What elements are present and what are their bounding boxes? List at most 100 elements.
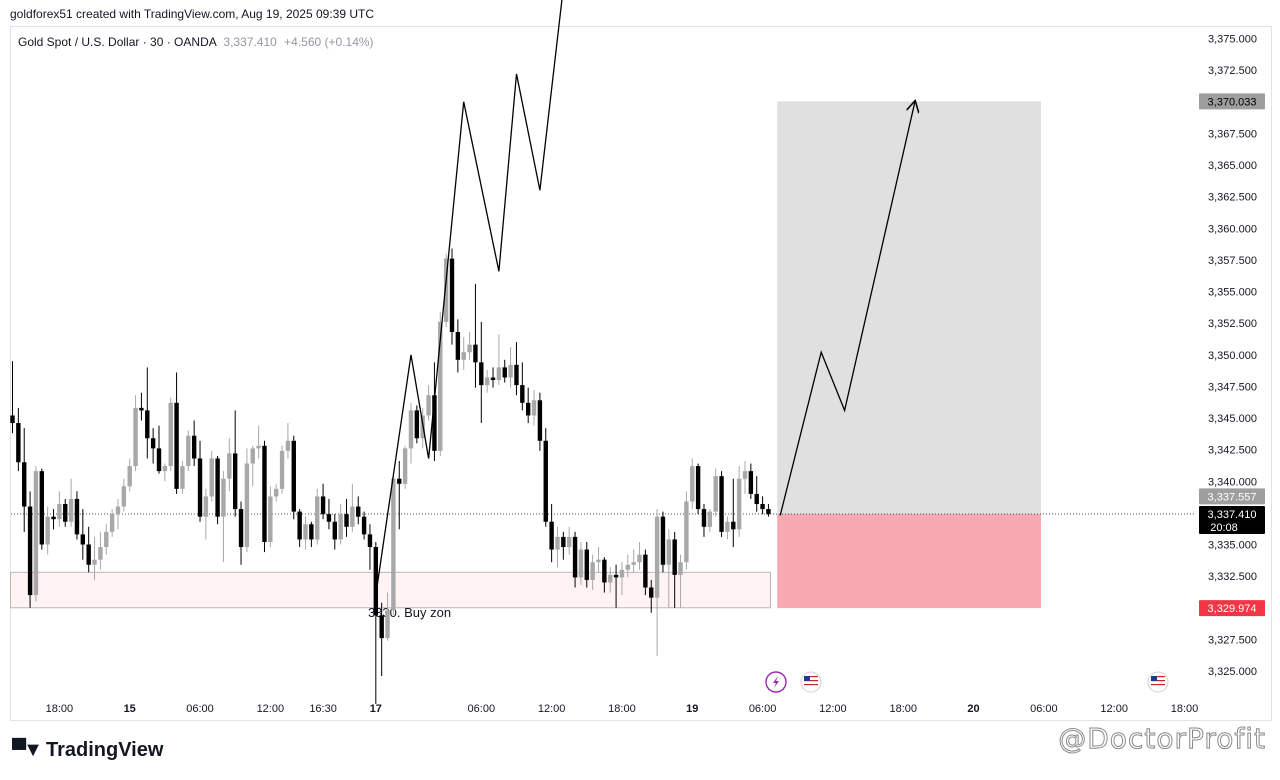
candle[interactable] (274, 483, 279, 502)
candle[interactable] (531, 390, 537, 426)
candle[interactable] (285, 423, 291, 459)
candle[interactable] (197, 440, 203, 522)
candle[interactable] (613, 564, 619, 608)
candle[interactable] (10, 361, 15, 434)
candle[interactable] (637, 541, 642, 570)
candle[interactable] (309, 521, 314, 548)
candle[interactable] (649, 579, 654, 613)
candle[interactable] (45, 506, 50, 555)
candle[interactable] (356, 496, 361, 525)
candle[interactable] (707, 509, 713, 532)
candle[interactable] (414, 405, 420, 444)
candle[interactable] (514, 342, 519, 396)
candle[interactable] (174, 372, 179, 494)
candle[interactable] (736, 466, 742, 537)
candle[interactable] (373, 541, 379, 704)
candle[interactable] (145, 367, 150, 459)
candle[interactable] (643, 549, 648, 596)
candle[interactable] (455, 319, 461, 373)
candle[interactable] (666, 529, 672, 608)
candle[interactable] (584, 541, 589, 588)
candle[interactable] (80, 509, 86, 560)
candle[interactable] (22, 428, 27, 532)
candle[interactable] (133, 395, 138, 472)
candle[interactable] (104, 524, 109, 555)
candle[interactable] (391, 473, 396, 616)
candle[interactable] (209, 450, 214, 502)
candle[interactable] (619, 562, 625, 596)
candle[interactable] (150, 428, 156, 464)
candle[interactable] (701, 504, 707, 537)
candle[interactable] (232, 410, 238, 517)
candle[interactable] (39, 468, 44, 550)
candle[interactable] (731, 478, 736, 548)
tradingview-logo[interactable]: ▀▼ TradingView (12, 739, 163, 762)
candle[interactable] (408, 402, 414, 464)
candle[interactable] (625, 554, 630, 578)
candle[interactable] (338, 504, 343, 545)
candle[interactable] (678, 554, 683, 608)
candle[interactable] (672, 531, 677, 608)
candle[interactable] (690, 458, 695, 510)
candle[interactable] (344, 498, 349, 537)
candle[interactable] (537, 392, 543, 451)
candle[interactable] (109, 509, 115, 537)
candle[interactable] (74, 491, 80, 540)
candle[interactable] (367, 524, 373, 570)
candle[interactable] (484, 369, 490, 393)
candle[interactable] (555, 526, 560, 568)
target-zone[interactable] (777, 101, 1041, 515)
candle[interactable] (98, 531, 103, 570)
candle[interactable] (549, 504, 554, 563)
candle[interactable] (725, 516, 730, 540)
candle[interactable] (203, 488, 209, 540)
candle[interactable] (602, 557, 607, 593)
candle[interactable] (256, 425, 261, 459)
candle[interactable] (590, 554, 595, 591)
candle[interactable] (660, 511, 666, 573)
candle[interactable] (713, 468, 718, 517)
candle[interactable] (426, 385, 431, 421)
candle[interactable] (186, 430, 191, 472)
candle[interactable] (315, 488, 320, 545)
candle[interactable] (461, 337, 466, 370)
candle[interactable] (525, 387, 531, 424)
candle[interactable] (449, 248, 455, 345)
candle[interactable] (742, 461, 748, 494)
candle[interactable] (350, 483, 355, 532)
candle[interactable] (238, 501, 244, 565)
candle[interactable] (57, 491, 62, 527)
candle[interactable] (467, 331, 472, 360)
candle[interactable] (180, 461, 185, 494)
candle[interactable] (244, 448, 250, 553)
candle[interactable] (748, 463, 754, 499)
candle[interactable] (250, 445, 255, 487)
candle[interactable] (33, 466, 39, 602)
candle[interactable] (760, 496, 765, 515)
candle[interactable] (139, 392, 144, 421)
candle[interactable] (191, 420, 197, 467)
candle[interactable] (51, 509, 56, 530)
candle[interactable] (543, 428, 548, 527)
candle[interactable] (631, 549, 636, 573)
candle[interactable] (361, 511, 367, 540)
candle[interactable] (262, 440, 267, 553)
candle[interactable] (221, 471, 226, 563)
candle[interactable] (654, 509, 660, 656)
candle[interactable] (578, 541, 584, 585)
candle[interactable] (695, 463, 701, 515)
candle[interactable] (227, 438, 232, 492)
candle[interactable] (719, 471, 724, 537)
candle[interactable] (397, 461, 402, 530)
candle[interactable] (27, 491, 33, 608)
candle[interactable] (156, 425, 162, 474)
candle[interactable] (16, 407, 21, 472)
candle[interactable] (496, 334, 502, 386)
candle[interactable] (332, 514, 337, 550)
candle[interactable] (596, 547, 601, 573)
projection-path-target[interactable] (779, 102, 915, 516)
candle[interactable] (215, 455, 220, 525)
lightning-icon[interactable] (765, 671, 787, 693)
candle[interactable] (490, 367, 496, 388)
stop-zone[interactable] (777, 514, 1041, 609)
